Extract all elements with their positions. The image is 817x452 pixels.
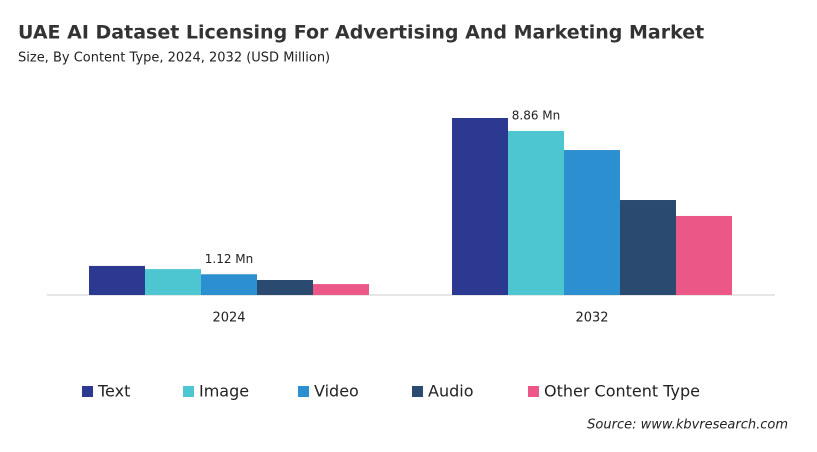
bar xyxy=(620,200,676,295)
bar xyxy=(313,284,369,295)
legend-swatch xyxy=(82,386,93,397)
legend-label: Other Content Type xyxy=(544,382,700,401)
legend-label: Image xyxy=(199,382,249,401)
bar xyxy=(145,269,201,295)
data-label: 1.12 Mn xyxy=(205,252,254,266)
x-tick-label: 2032 xyxy=(575,311,608,326)
bar xyxy=(564,150,620,295)
legend-label: Video xyxy=(314,382,359,401)
legend-swatch xyxy=(183,386,194,397)
legend-swatch xyxy=(412,386,423,397)
chart-subtitle: Size, By Content Type, 2024, 2032 (USD M… xyxy=(18,51,330,66)
legend-swatch xyxy=(528,386,539,397)
data-label: 8.86 Mn xyxy=(512,108,561,122)
bar xyxy=(508,130,564,295)
source: Source: www.kbvresearch.com xyxy=(587,418,788,433)
bar xyxy=(89,265,145,295)
chart-title: UAE AI Dataset Licensing For Advertising… xyxy=(18,22,704,44)
x-tick-label: 2024 xyxy=(212,311,245,326)
bar xyxy=(257,280,313,295)
legend-label: Audio xyxy=(428,382,473,401)
legend-swatch xyxy=(298,386,309,397)
legend-label: Text xyxy=(97,382,130,401)
bar xyxy=(676,215,732,295)
bar xyxy=(452,118,508,295)
bar xyxy=(201,274,257,295)
